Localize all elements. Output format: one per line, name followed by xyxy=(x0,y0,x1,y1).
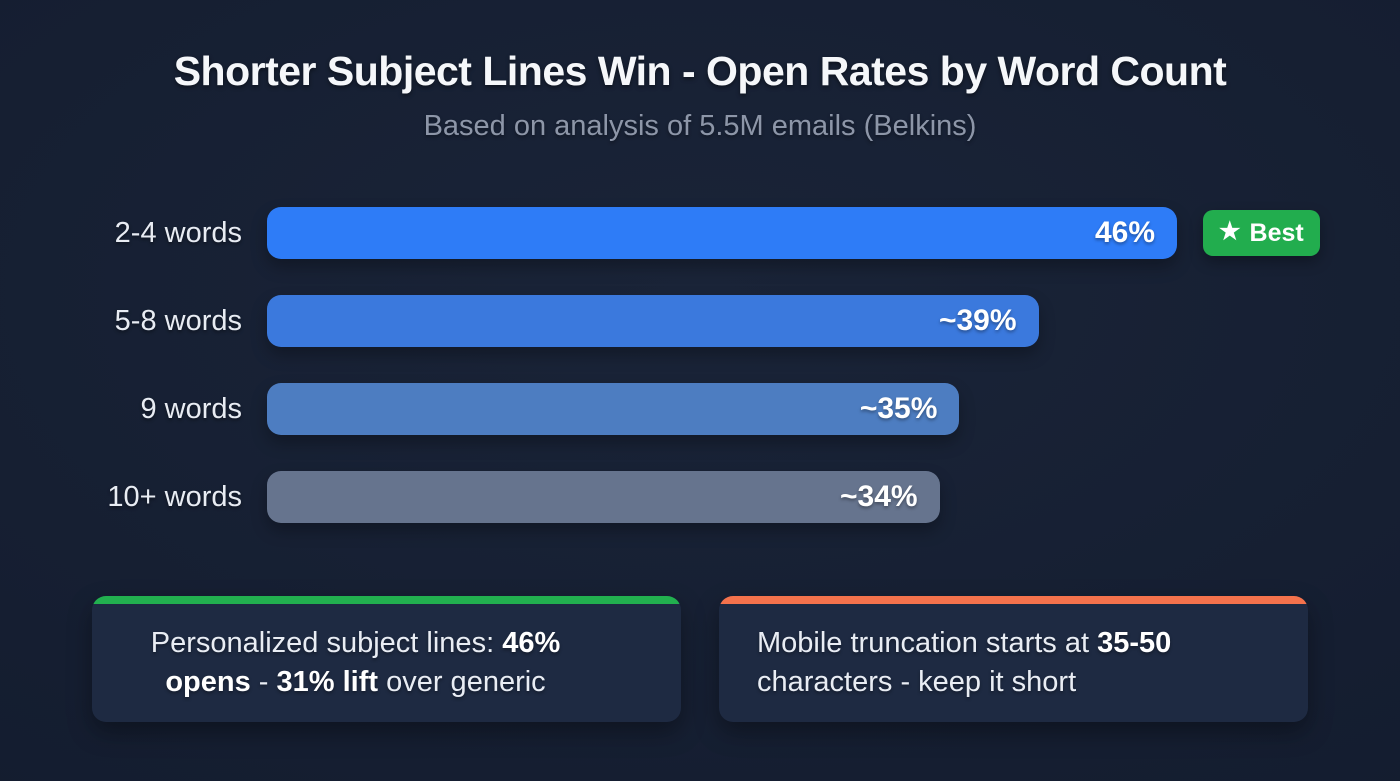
card-text-bold-segment: 35-50 xyxy=(1097,627,1172,659)
bar-track: ~39% xyxy=(267,295,1177,347)
card-text-bold-segment: 46% opens xyxy=(165,627,561,698)
header: Shorter Subject Lines Win - Open Rates b… xyxy=(0,0,1400,144)
bar-row: 2-4 words 46% ★ Best xyxy=(92,207,1400,259)
callout-cards: Personalized subject lines: 46% opens - … xyxy=(92,596,1308,722)
bar-value-label: 46% xyxy=(1094,216,1155,249)
card-text: Mobile truncation starts at 35-50 charac… xyxy=(757,624,1278,702)
bar: 46% xyxy=(267,207,1177,259)
category-label: 5-8 words xyxy=(114,304,242,337)
card-accent-bar xyxy=(719,596,1308,604)
bar-row: 9 words ~35% xyxy=(92,383,1400,435)
bar-value-label: ~35% xyxy=(859,392,938,425)
card-text-segment: - xyxy=(250,666,277,698)
card-accent-bar xyxy=(92,596,681,604)
page-subtitle: Based on analysis of 5.5M emails (Belkin… xyxy=(423,110,977,142)
bar: ~34% xyxy=(267,471,940,523)
category-label: 9 words xyxy=(140,392,242,425)
card-text-segment: Mobile truncation starts at xyxy=(757,627,1098,659)
card-text-bold-segment: 31% lift xyxy=(276,666,379,698)
card-text-segment: Personalized subject lines: xyxy=(150,627,503,659)
page-title: Shorter Subject Lines Win - Open Rates b… xyxy=(173,48,1227,94)
card-body: Mobile truncation starts at 35-50 charac… xyxy=(719,604,1308,722)
bar-value-label: ~34% xyxy=(840,480,918,513)
bar: ~35% xyxy=(267,383,960,435)
bar-chart: 2-4 words 46% ★ Best 5-8 words ~39% 9 words ~35… xyxy=(0,207,1400,523)
card-text: Personalized subject lines: 46% opens - … xyxy=(118,624,593,702)
star-icon: ★ xyxy=(1219,218,1241,245)
card-body: Personalized subject lines: 46% opens - … xyxy=(92,604,681,722)
callout-card: Personalized subject lines: 46% opens - … xyxy=(92,596,681,722)
bar-value-label: ~39% xyxy=(938,304,1017,337)
bar-row: 5-8 words ~39% xyxy=(92,295,1400,347)
bar-row: 10+ words ~34% xyxy=(92,471,1400,523)
card-text-segment: over generic xyxy=(378,666,546,698)
bar: ~39% xyxy=(267,295,1039,347)
callout-card: Mobile truncation starts at 35-50 charac… xyxy=(719,596,1308,722)
category-label: 10+ words xyxy=(107,480,242,513)
best-badge-label: Best xyxy=(1249,218,1304,247)
category-label: 2-4 words xyxy=(114,216,242,249)
best-badge: ★ Best xyxy=(1203,210,1320,256)
card-text-segment: characters - keep it short xyxy=(757,666,1077,698)
bar-track: 46% xyxy=(267,207,1177,259)
bar-track: ~35% xyxy=(267,383,1177,435)
bar-track: ~34% xyxy=(267,471,1177,523)
